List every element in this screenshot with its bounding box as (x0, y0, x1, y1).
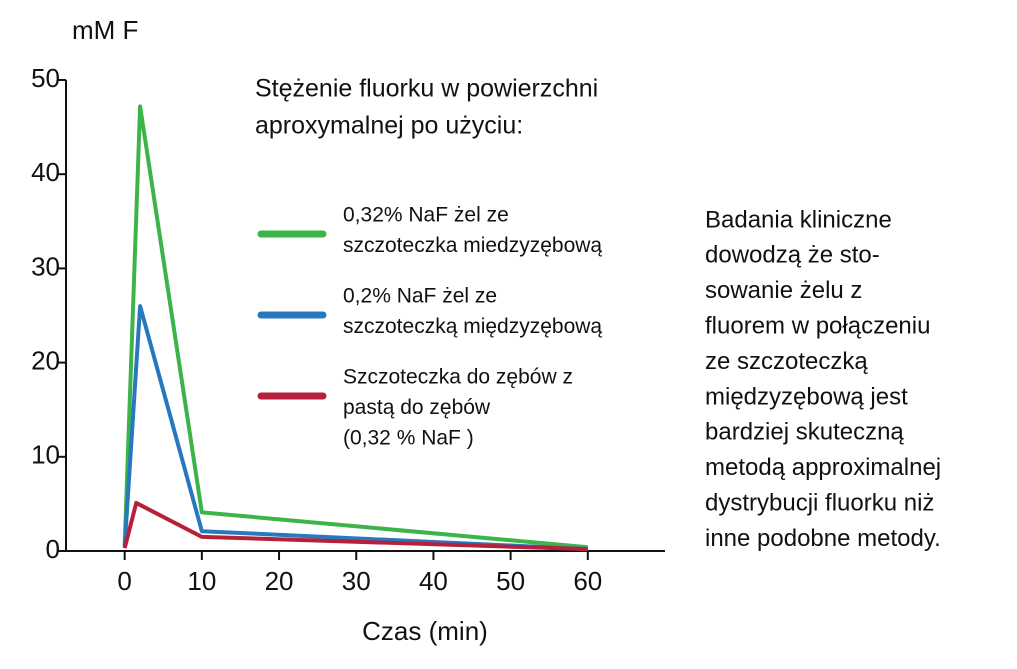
y-tick-label: 10 (31, 440, 60, 470)
legend-label: (0,32 % NaF ) (343, 427, 474, 450)
legend-label: 0,32% NaF żel ze (343, 204, 509, 227)
legend-label: szczoteczką międzyzębową (343, 315, 602, 338)
y-tick-label: 40 (31, 157, 60, 187)
data-line (122, 104, 588, 550)
legend-label: pastą do zębów (343, 396, 491, 419)
x-tick-label: 0 (117, 566, 131, 596)
x-tick-label: 60 (573, 566, 602, 596)
annotation: metodą approximalnej (705, 454, 941, 481)
annotation: bardziej skuteczną (705, 419, 904, 446)
x-tick-label: 40 (419, 566, 448, 596)
annotation: Badania kliniczne (705, 206, 892, 233)
x-axis-label: Czas (min) (362, 616, 488, 646)
legend-label: 0,2% NaF żel ze (343, 285, 497, 308)
annotation: fluorem w połączeniu (705, 313, 930, 340)
y-axis-label: mM F (72, 15, 138, 45)
annotation: dystrybucji fluorku niż (705, 490, 934, 517)
y-tick-label: 0 (46, 534, 60, 564)
x-tick-label: 20 (265, 566, 294, 596)
x-tick-label: 50 (496, 566, 525, 596)
x-tick-label: 10 (187, 566, 216, 596)
legend-title: aproxymalnej po użyciu: (255, 112, 523, 140)
y-tick-label: 20 (31, 345, 60, 375)
annotation: dowodzą że sto- (705, 242, 880, 269)
annotation: ze szczoteczką (705, 348, 868, 375)
y-tick-label: 50 (31, 63, 60, 93)
data-line (122, 304, 588, 552)
annotation: sowanie żelu z (705, 277, 862, 304)
legend-title: Stężenie fluorku w powierzchni (255, 75, 598, 103)
data-line (122, 500, 588, 552)
y-tick-label: 30 (31, 251, 60, 281)
legend-label: Szczoteczka do zębów z (343, 366, 573, 389)
legend-label: szczoteczka miedzyzębową (343, 234, 602, 257)
annotation: międzyzębową jest (705, 383, 908, 410)
annotation: inne podobne metody. (705, 525, 941, 552)
x-tick-label: 30 (342, 566, 371, 596)
